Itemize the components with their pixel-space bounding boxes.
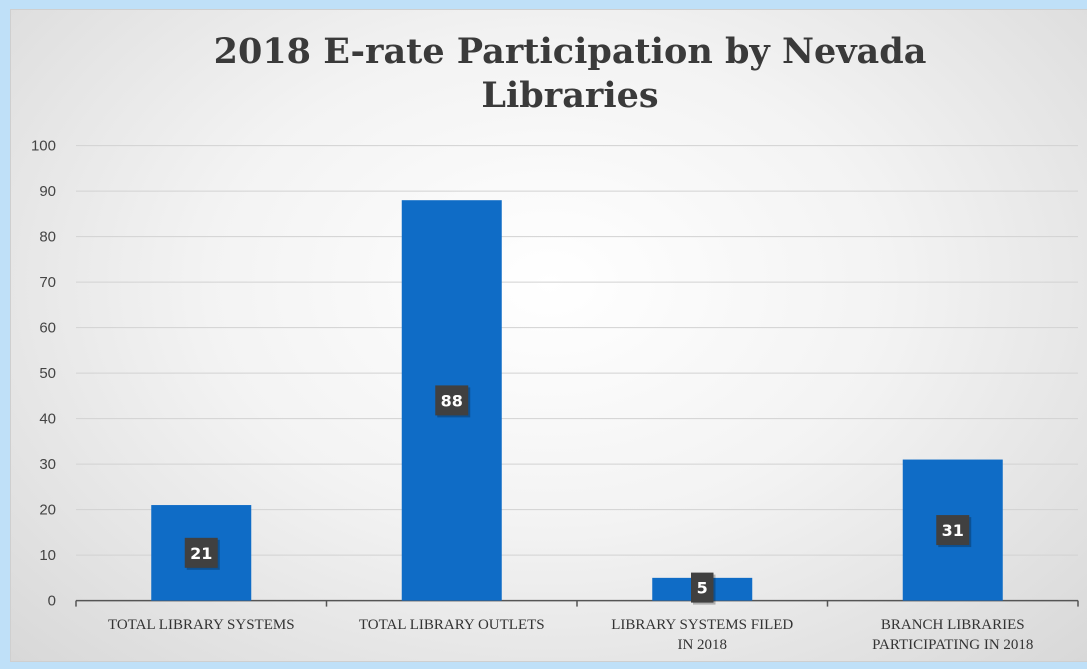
data-label: 5: [697, 579, 708, 598]
x-category-label: TOTAL LIBRARY OUTLETS: [359, 617, 545, 633]
y-tick-label: 40: [39, 411, 56, 428]
x-category-label: BRANCH LIBRARIES: [881, 617, 1025, 633]
y-tick-label: 20: [39, 502, 56, 519]
data-label-box: [435, 385, 469, 416]
y-tick-label: 10: [39, 547, 56, 564]
x-category-label: PARTICIPATING IN 2018: [872, 637, 1033, 653]
data-label-box: [691, 572, 714, 603]
data-label: 21: [190, 544, 212, 563]
x-category-label: LIBRARY SYSTEMS FILED: [611, 617, 793, 633]
y-tick-label: 70: [39, 274, 56, 291]
data-label-box: [184, 537, 218, 568]
chart-title: 2018 E-rate Participation by Nevada Libr…: [213, 31, 927, 116]
data-label: 31: [942, 521, 964, 540]
data-label: 88: [441, 391, 463, 410]
x-category-label: TOTAL LIBRARY SYSTEMS: [108, 617, 295, 633]
y-tick-label: 60: [39, 320, 56, 337]
y-tick-label: 50: [39, 365, 56, 382]
y-tick-label: 30: [39, 456, 56, 473]
x-category-label: IN 2018: [677, 637, 727, 653]
data-label-box: [936, 515, 970, 546]
y-tick-label: 90: [39, 183, 56, 200]
y-tick-label: 100: [31, 138, 56, 155]
y-tick-label: 80: [39, 229, 56, 246]
y-tick-label: 0: [48, 593, 56, 610]
